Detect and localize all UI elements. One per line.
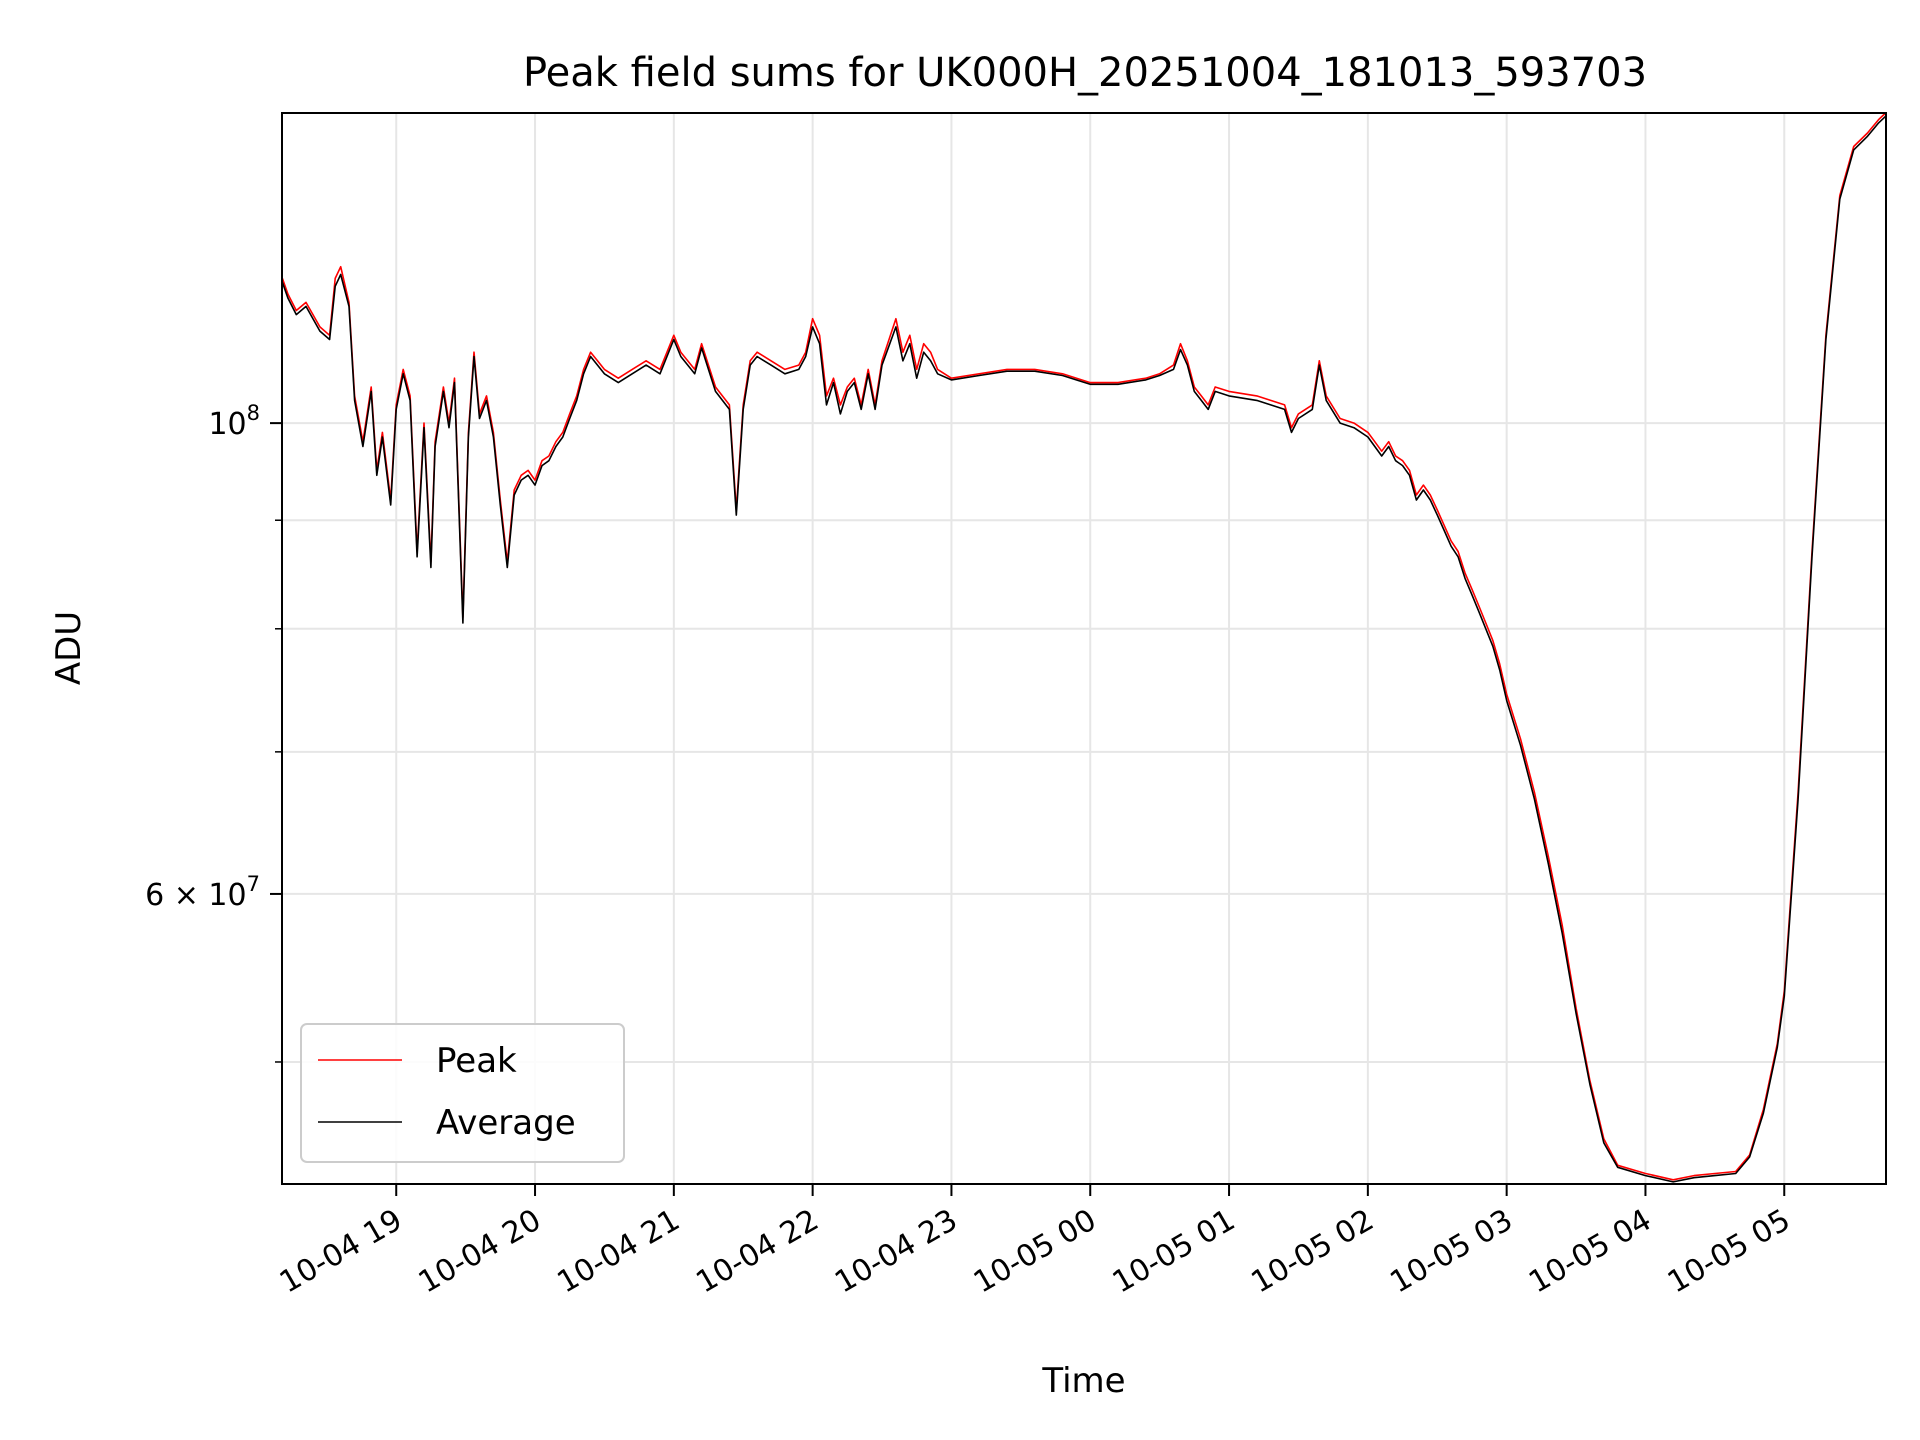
plot-frame <box>281 112 1887 1185</box>
y-tick-label-exponent: 7 <box>247 872 260 896</box>
y-axis-label: ADU <box>49 611 89 685</box>
series-lines <box>281 112 1887 1183</box>
legend-label-peak: Peak <box>436 1041 517 1081</box>
legend: Peak Average <box>300 1023 625 1163</box>
y-tick-label-exponent: 8 <box>247 401 260 425</box>
x-axis-label: Time <box>1041 1361 1125 1401</box>
chart-title: Peak field sums for UK000H_20251004_1810… <box>523 50 1647 96</box>
legend-label-average: Average <box>436 1103 576 1143</box>
series-line-average <box>281 115 1887 1183</box>
grid <box>282 113 1886 1184</box>
legend-box <box>300 1023 625 1163</box>
y-tick-label: 6 × 107 <box>145 872 260 913</box>
